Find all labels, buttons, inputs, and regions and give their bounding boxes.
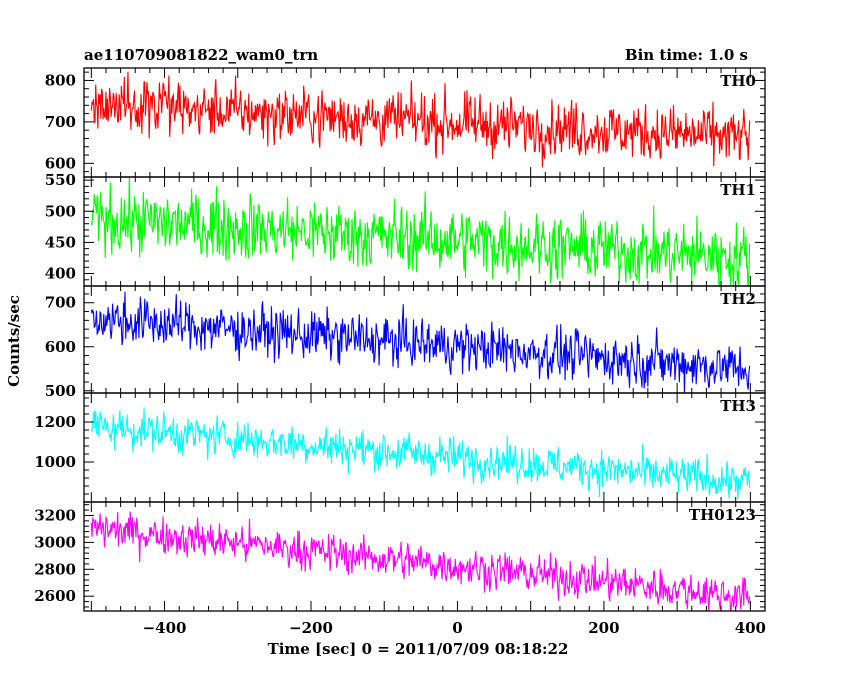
y-tick-label: 3200 — [34, 506, 76, 524]
y-tick-label: 1000 — [34, 453, 76, 471]
series-th1 — [90, 177, 751, 286]
panel-label-th0: TH0 — [720, 72, 756, 90]
y-tick-label: 700 — [45, 294, 76, 312]
bin-time-label: Bin time: 1.0 s — [625, 46, 748, 64]
x-axis-ticks: −400 −200 0 200 400 — [143, 619, 766, 637]
y-tick-label: 400 — [45, 265, 76, 283]
x-tick-label: 400 — [735, 619, 766, 637]
panel-th3: 1000 1200 TH3 — [34, 392, 766, 503]
y-axis-label: Counts/sec — [5, 295, 23, 387]
x-axis-label: Time [sec] 0 = 2011/07/09 08:18:22 — [268, 640, 569, 658]
y-tick-label: 500 — [45, 202, 76, 220]
series-th0123 — [90, 511, 751, 611]
y-tick-label: 2600 — [34, 587, 76, 605]
y-tick-label: 1200 — [34, 413, 76, 431]
panel-th2: 500 600 700 TH2 — [45, 285, 766, 400]
y-tick-label: 800 — [45, 71, 76, 89]
y-tick-label: 600 — [45, 154, 76, 172]
panels-group: 600 700 800 TH0 400 450 500 550 TH1 500 600 700 TH2 1… — [34, 67, 766, 612]
y-tick-label: 450 — [45, 233, 76, 251]
x-tick-label: 0 — [452, 619, 462, 637]
panel-th1: 400 450 500 550 TH1 — [45, 171, 766, 287]
y-tick-label: 700 — [45, 113, 76, 131]
panel-th0123: 2600 2800 3000 3200 TH0123 — [34, 501, 766, 612]
panel-th0: 600 700 800 TH0 — [45, 67, 766, 178]
panel-label-th1: TH1 — [720, 181, 756, 199]
panel-label-th0123: TH0123 — [689, 506, 756, 524]
panel-label-th3: TH3 — [720, 397, 756, 415]
series-th3 — [90, 407, 751, 500]
y-tick-label: 2800 — [34, 560, 76, 578]
panel-frame — [83, 501, 766, 612]
chart-title: ae110709081822_wam0_trn — [84, 46, 318, 64]
x-tick-label: 200 — [588, 619, 619, 637]
x-tick-label: −400 — [143, 619, 187, 637]
series-th2 — [90, 291, 751, 393]
x-tick-label: −200 — [289, 619, 333, 637]
panel-label-th2: TH2 — [720, 290, 756, 308]
series-th0 — [90, 71, 751, 168]
y-tick-label: 3000 — [34, 533, 76, 551]
y-tick-label: 600 — [45, 338, 76, 356]
y-tick-label: 550 — [45, 171, 76, 189]
y-tick-label: 500 — [45, 382, 76, 400]
